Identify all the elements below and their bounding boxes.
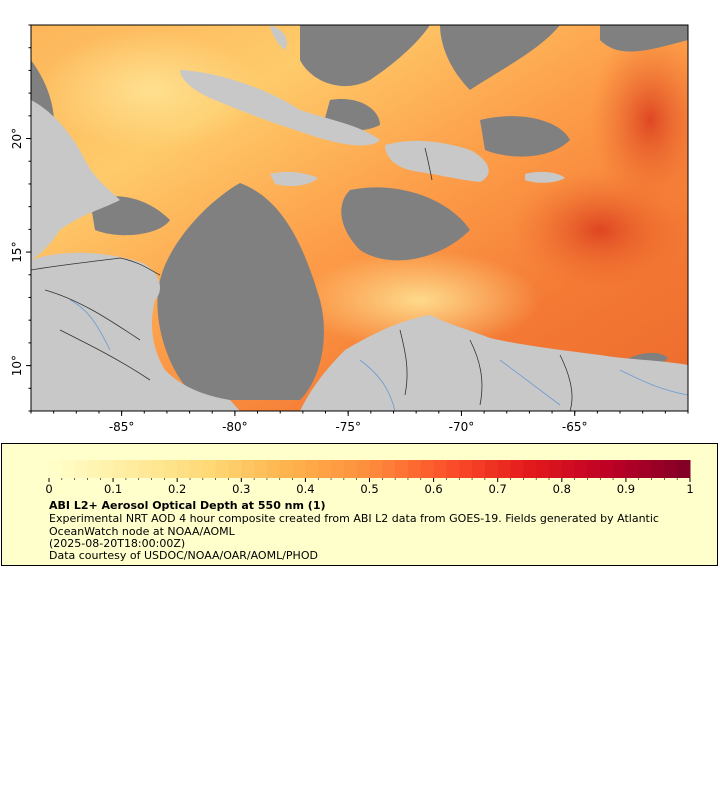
colorbar-cell <box>292 460 306 478</box>
low-aod-region <box>300 250 540 350</box>
colorbar-cell <box>254 460 268 478</box>
colorbar-cell <box>382 460 396 478</box>
low-aod-region-west <box>40 30 260 150</box>
colorbar-cell <box>459 460 473 478</box>
colorbar-cell <box>523 460 537 478</box>
colorbar-cell <box>164 460 178 478</box>
colorbar-cell <box>113 460 127 478</box>
colorbar-tick-label: 0.2 <box>168 482 186 496</box>
colorbar-tick-label: 0.4 <box>296 482 314 496</box>
y-tick-label: 15° <box>10 241 24 262</box>
land-florida-keys <box>270 25 287 50</box>
rivers <box>69 299 688 411</box>
colorbar-cell <box>395 460 409 478</box>
land-yucatan <box>31 100 120 260</box>
colorbar-cells <box>49 460 691 478</box>
latitude-axis: 20° 15° 10° <box>10 24 31 412</box>
colorbar-tick-label: 0.1 <box>104 482 122 496</box>
colorbar-tick-label: 0.5 <box>360 482 378 496</box>
colorbar-cell <box>472 460 486 478</box>
colorbar-cell <box>446 460 460 478</box>
colorbar-ticks: 0 0.1 0.2 0.3 0.4 0.5 0.6 0.7 0.8 0.9 1 <box>45 478 694 496</box>
colorbar-cell <box>625 460 640 478</box>
y-tick-label: 10° <box>10 355 24 376</box>
colorbar-cell <box>228 460 242 478</box>
colorbar-cell <box>407 460 422 478</box>
colorbar-cell <box>151 460 165 478</box>
land-cuba <box>180 70 380 146</box>
colorbar: 0 0.1 0.2 0.3 0.4 0.5 0.6 0.7 0.8 0.9 1 <box>45 460 694 496</box>
colorbar-cell <box>587 460 601 478</box>
legend-panel: 0 0.1 0.2 0.3 0.4 0.5 0.6 0.7 0.8 0.9 1 ABI L2+ Ae… <box>1 443 718 566</box>
x-tick-label: -80° <box>222 420 248 434</box>
legend-credit: Data courtesy of USDOC/NOAA/OAR/AOML/PHO… <box>49 549 318 562</box>
colorbar-cell <box>100 460 114 478</box>
colorbar-cell <box>433 460 447 478</box>
land-south-america <box>300 315 688 411</box>
colorbar-cell <box>356 460 370 478</box>
colorbar-cell <box>600 460 614 478</box>
x-tick-label: -65° <box>562 420 588 434</box>
colorbar-cell <box>125 460 140 478</box>
colorbar-cell <box>279 460 294 478</box>
legend-description: Experimental NRT AOD 4 hour composite cr… <box>49 512 663 538</box>
no-data-areas <box>31 25 688 400</box>
colorbar-cell <box>177 460 191 478</box>
colorbar-tick-label: 0.7 <box>489 482 507 496</box>
colorbar-cell <box>190 460 204 478</box>
colorbar-cell <box>318 460 332 478</box>
colorbar-cell <box>613 460 627 478</box>
colorbar-cell <box>548 460 563 478</box>
y-tick-label: 20° <box>10 128 24 149</box>
colorbar-tick-label: 0.8 <box>553 482 571 496</box>
colorbar-tick-label: 0 <box>45 482 52 496</box>
colorbar-cell <box>561 460 576 478</box>
colorbar-cell <box>664 460 678 478</box>
colorbar-tick-label: 1 <box>686 482 693 496</box>
colorbar-cell <box>651 460 665 478</box>
colorbar-cell <box>305 460 319 478</box>
aod-map: -85° -80° -75° -70° -65° 20° 15° 10° <box>10 24 689 434</box>
land-puerto-rico <box>525 171 565 183</box>
country-borders <box>31 147 573 411</box>
colorbar-cell <box>677 460 691 478</box>
colorbar-cell <box>536 460 550 478</box>
longitude-axis: -85° -80° -75° -70° -65° <box>30 411 689 434</box>
x-tick-label: -75° <box>335 420 361 434</box>
colorbar-cell <box>638 460 653 478</box>
high-aod-region-north <box>590 30 688 210</box>
x-tick-label: -85° <box>109 420 135 434</box>
x-tick-label: -70° <box>449 420 475 434</box>
colorbar-cell <box>574 460 588 478</box>
legend-title: ABI L2+ Aerosol Optical Depth at 550 nm … <box>49 499 326 512</box>
colorbar-cell <box>61 460 76 478</box>
colorbar-cell <box>510 460 524 478</box>
colorbar-cell <box>241 460 255 478</box>
colorbar-cell <box>74 460 88 478</box>
land-central-america <box>31 252 240 411</box>
aod-field <box>31 25 688 411</box>
colorbar-tick-label: 0.9 <box>617 482 635 496</box>
colorbar-cell <box>369 460 383 478</box>
colorbar-cell <box>331 460 345 478</box>
colorbar-cell <box>266 460 281 478</box>
colorbar-cell <box>49 460 63 478</box>
colorbar-cell <box>87 460 101 478</box>
colorbar-cell <box>343 460 358 478</box>
land-jamaica <box>270 171 318 186</box>
colorbar-cell <box>484 460 499 478</box>
land-hispaniola <box>385 140 489 182</box>
colorbar-cell <box>138 460 153 478</box>
colorbar-cell <box>420 460 435 478</box>
colorbar-tick-label: 0.6 <box>424 482 442 496</box>
colorbar-cell <box>215 460 229 478</box>
colorbar-tick-label: 0.3 <box>232 482 250 496</box>
legend-timestamp: (2025-08-20T18:00:00Z) <box>49 537 186 550</box>
map-frame <box>30 24 689 412</box>
land-areas <box>31 25 688 411</box>
colorbar-cell <box>497 460 512 478</box>
colorbar-cell <box>202 460 217 478</box>
